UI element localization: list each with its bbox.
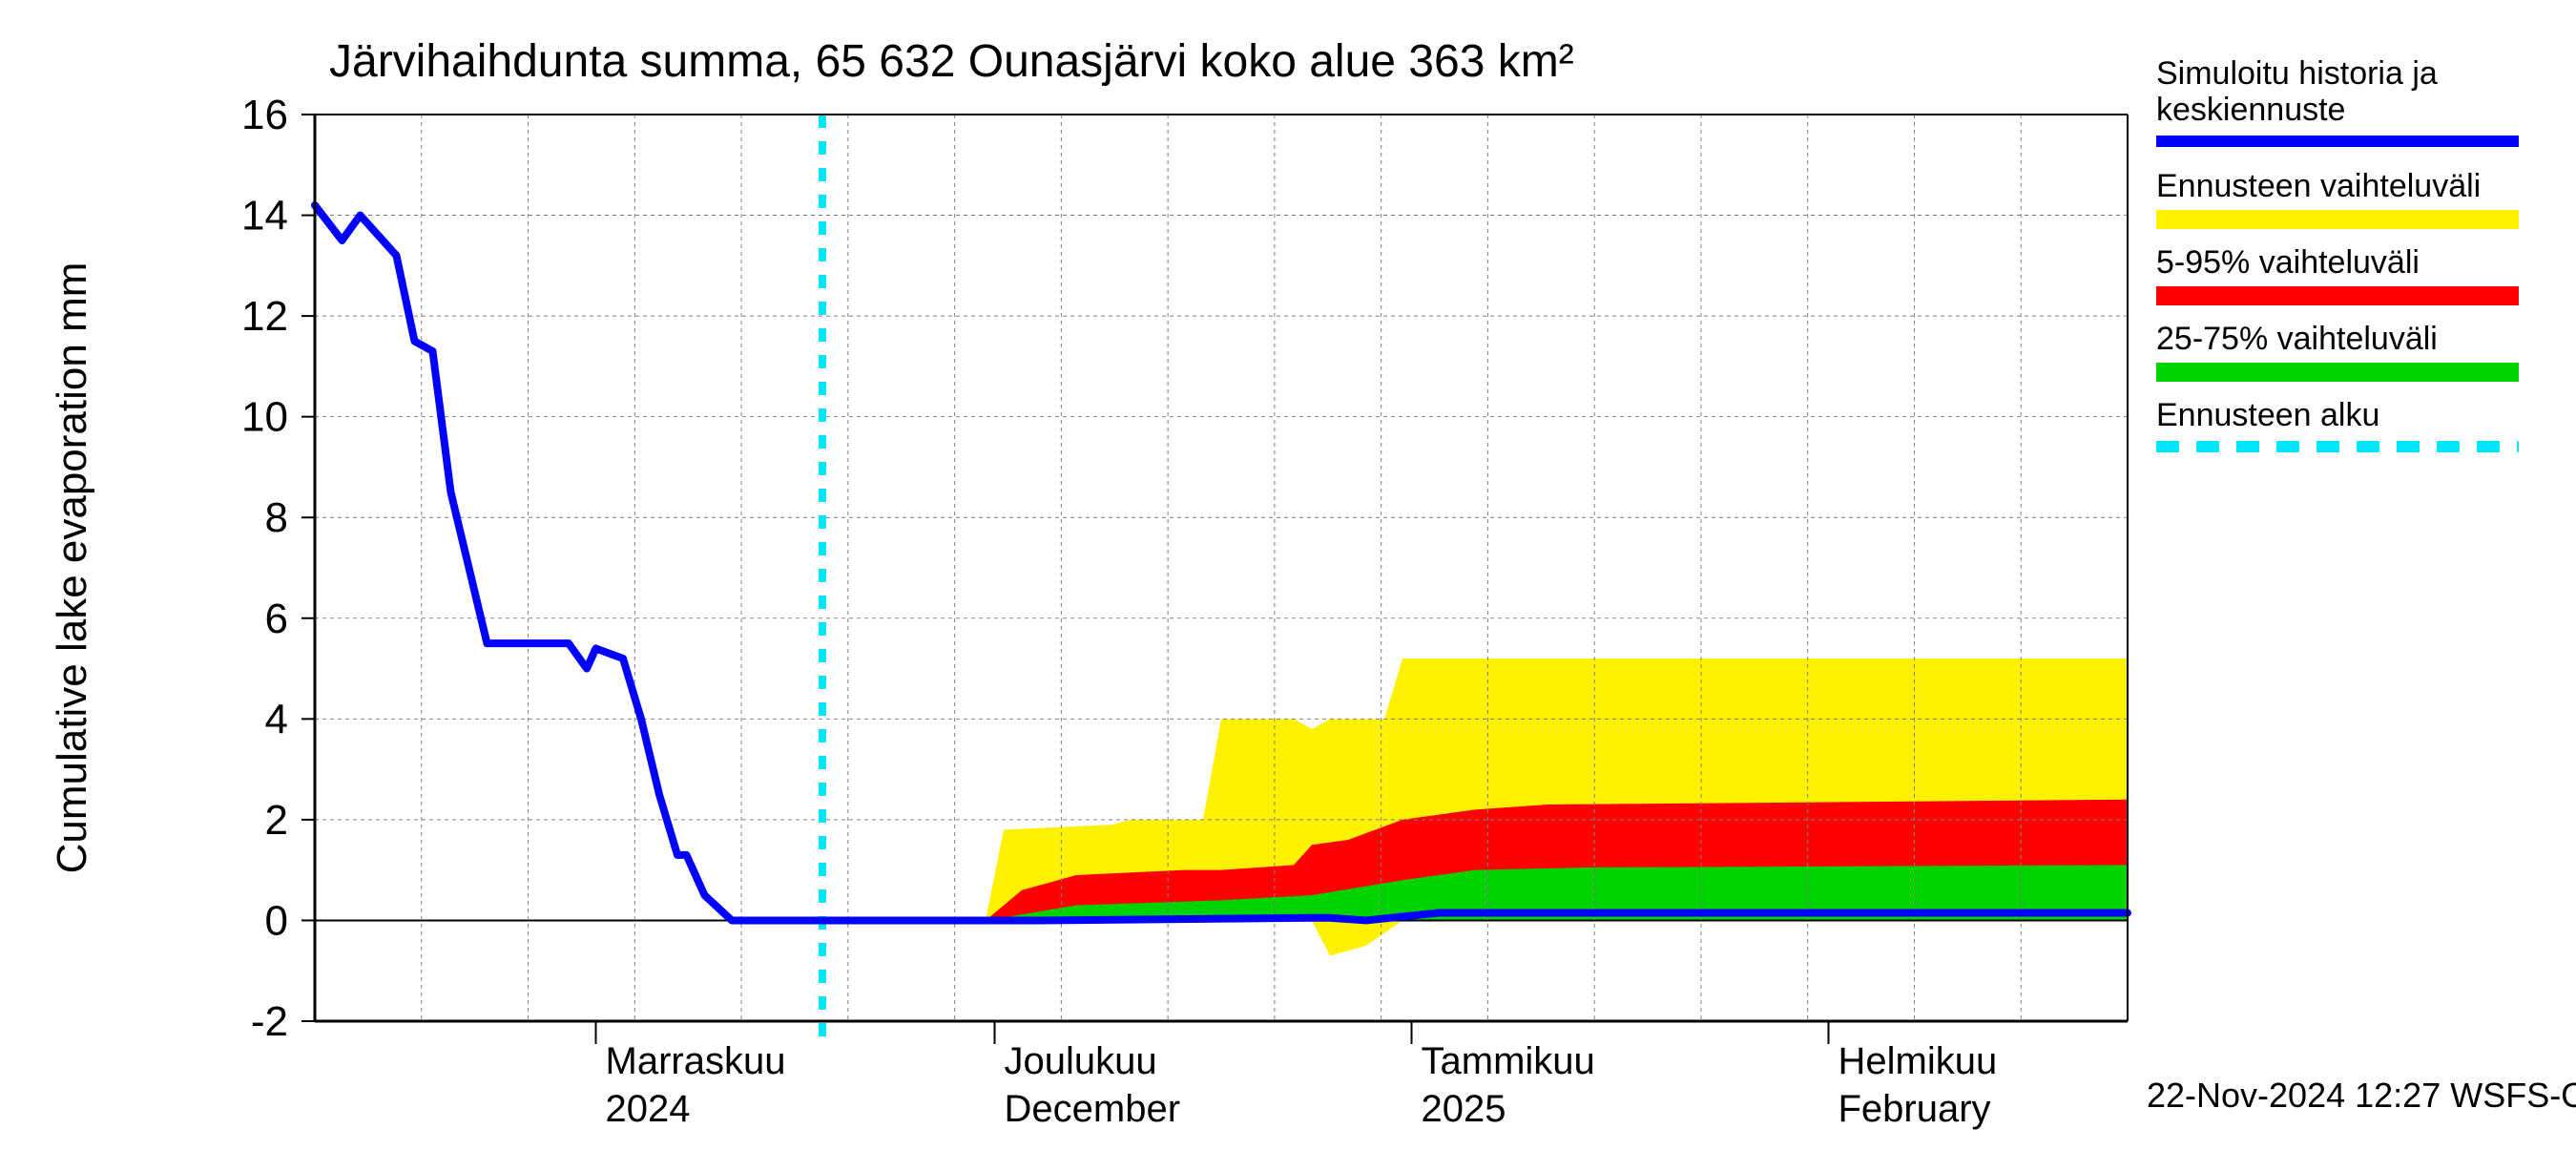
month-label-top: Joulukuu [1005,1040,1157,1082]
ytick-label: 12 [241,293,288,340]
month-label-top: Marraskuu [606,1040,786,1082]
ytick-label: 8 [265,494,288,541]
ytick-label: 16 [241,92,288,138]
legend-swatch [2156,210,2519,229]
legend-label: keskiennuste [2156,92,2345,128]
y-axis-label: Cumulative lake evaporation mm [49,262,95,874]
ytick-label: 4 [265,696,288,742]
legend-swatch [2156,363,2519,382]
legend-label: 25-75% vaihteluväli [2156,321,2438,357]
legend-label: 5-95% vaihteluväli [2156,244,2420,281]
chart-svg: -2 0 2 4 6 8 10 12 14 16 Marraskuu 2024 Joulukuu Dece… [0,0,2576,1145]
ytick-label: -2 [251,998,288,1045]
legend-label: Ennusteen vaihteluväli [2156,168,2481,204]
ytick-label: 10 [241,394,288,441]
ytick-label: 14 [241,193,288,240]
footer-timestamp: 22-Nov-2024 12:27 WSFS-O [2147,1076,2576,1115]
legend-label: Simuloitu historia ja [2156,55,2438,92]
legend-swatch [2156,286,2519,305]
ytick-label: 2 [265,797,288,844]
ytick-label: 0 [265,897,288,944]
month-label-bottom: December [1005,1088,1181,1130]
month-label-bottom: 2024 [606,1088,691,1130]
legend-label: Ennusteen alku [2156,397,2379,433]
month-label-top: Helmikuu [1839,1040,1998,1082]
chart-title: Järvihaihdunta summa, 65 632 Ounasjärvi … [329,36,1574,87]
month-label-top: Tammikuu [1422,1040,1595,1082]
month-label-bottom: February [1839,1088,1991,1130]
ytick-label: 6 [265,596,288,642]
month-label-bottom: 2025 [1422,1088,1506,1130]
chart-container: -2 0 2 4 6 8 10 12 14 16 Marraskuu 2024 Joulukuu Dece… [0,0,2576,1145]
